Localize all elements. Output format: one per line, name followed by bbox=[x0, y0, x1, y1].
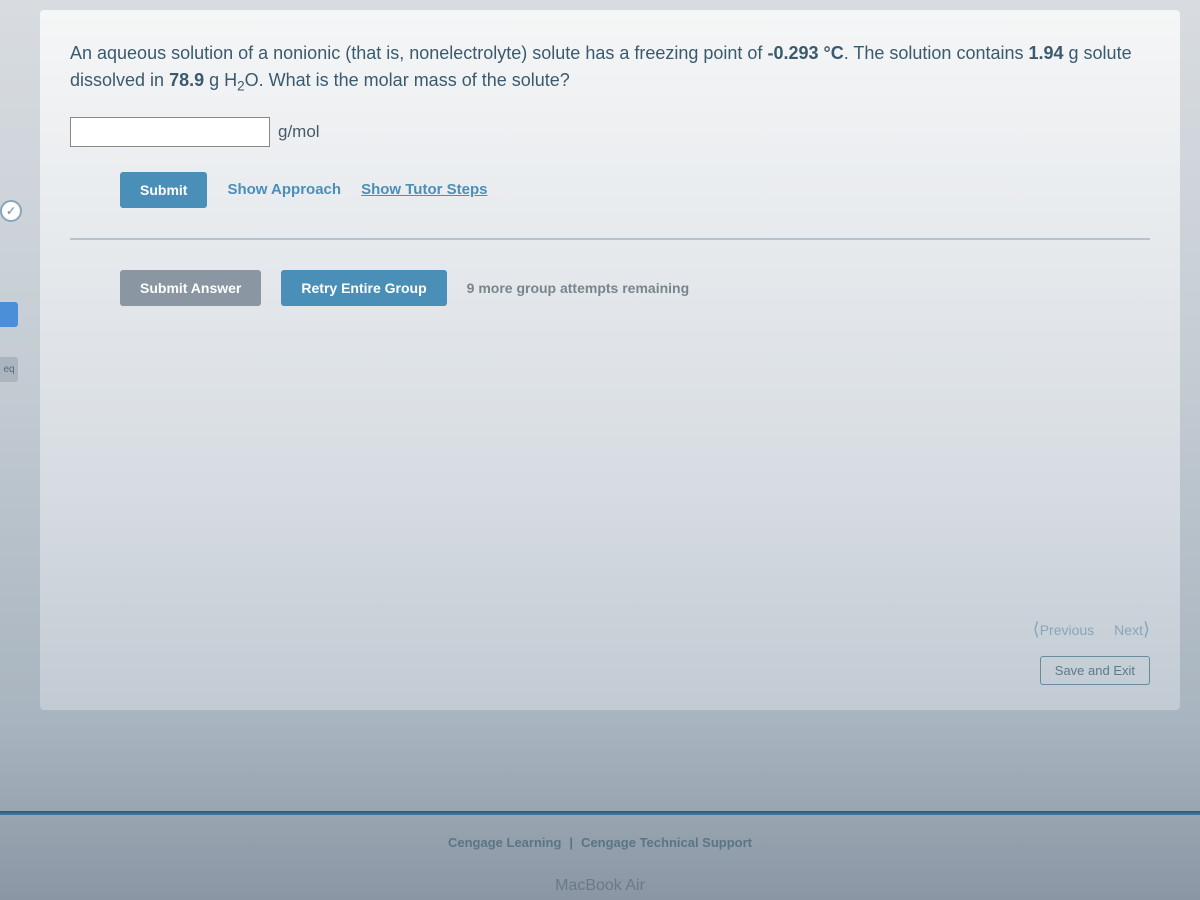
mass-solvent-value: 78.9 bbox=[169, 70, 204, 90]
save-and-exit-button[interactable]: Save and Exit bbox=[1040, 656, 1150, 685]
mass-solute-value: 1.94 bbox=[1028, 43, 1063, 63]
sidebar-item-eq[interactable]: eq bbox=[0, 357, 18, 382]
question-text: An aqueous solution of a nonionic (that … bbox=[70, 40, 1150, 97]
action-row: Submit Show Approach Show Tutor Steps bbox=[70, 172, 1150, 240]
question-part5: O. What is the molar mass of the solute? bbox=[245, 70, 570, 90]
macbook-label: MacBook Air bbox=[555, 877, 645, 895]
answer-row: g/mol bbox=[70, 117, 1150, 147]
retry-group-button[interactable]: Retry Entire Group bbox=[281, 270, 446, 306]
previous-link[interactable]: ⟨Previous bbox=[1033, 619, 1095, 640]
question-part4: g H bbox=[204, 70, 237, 90]
submit-answer-button[interactable]: Submit Answer bbox=[120, 270, 261, 306]
next-link[interactable]: Next⟩ bbox=[1114, 619, 1150, 640]
question-part2: . The solution contains bbox=[844, 43, 1029, 63]
footer-links: Cengage Learning | Cengage Technical Sup… bbox=[448, 835, 752, 850]
subscript-2: 2 bbox=[237, 79, 245, 94]
question-part1: An aqueous solution of a nonionic (that … bbox=[70, 43, 767, 63]
sidebar-check-badge[interactable]: ✓ bbox=[0, 200, 22, 222]
group-row: Submit Answer Retry Entire Group 9 more … bbox=[70, 270, 1150, 306]
bottom-divider bbox=[0, 811, 1200, 815]
chevron-left-icon: ⟨ bbox=[1033, 619, 1040, 639]
answer-input[interactable] bbox=[70, 117, 270, 147]
left-sidebar: ✓ eq bbox=[0, 200, 25, 412]
cengage-support-link[interactable]: Cengage Technical Support bbox=[581, 835, 752, 850]
previous-label: Previous bbox=[1040, 622, 1094, 638]
chevron-right-icon: ⟩ bbox=[1143, 619, 1150, 639]
next-label: Next bbox=[1114, 622, 1143, 638]
footer-separator: | bbox=[569, 835, 573, 850]
attempts-remaining-text: 9 more group attempts remaining bbox=[467, 280, 689, 296]
freezing-point-value: -0.293 °C bbox=[767, 43, 843, 63]
question-panel: An aqueous solution of a nonionic (that … bbox=[40, 10, 1180, 710]
show-approach-link[interactable]: Show Approach bbox=[227, 181, 341, 198]
cengage-learning-link[interactable]: Cengage Learning bbox=[448, 835, 561, 850]
sidebar-item-active[interactable] bbox=[0, 302, 18, 327]
show-tutor-steps-link[interactable]: Show Tutor Steps bbox=[361, 181, 487, 198]
nav-row: ⟨Previous Next⟩ bbox=[1033, 619, 1150, 640]
unit-label: g/mol bbox=[278, 122, 320, 142]
submit-button[interactable]: Submit bbox=[120, 172, 207, 208]
